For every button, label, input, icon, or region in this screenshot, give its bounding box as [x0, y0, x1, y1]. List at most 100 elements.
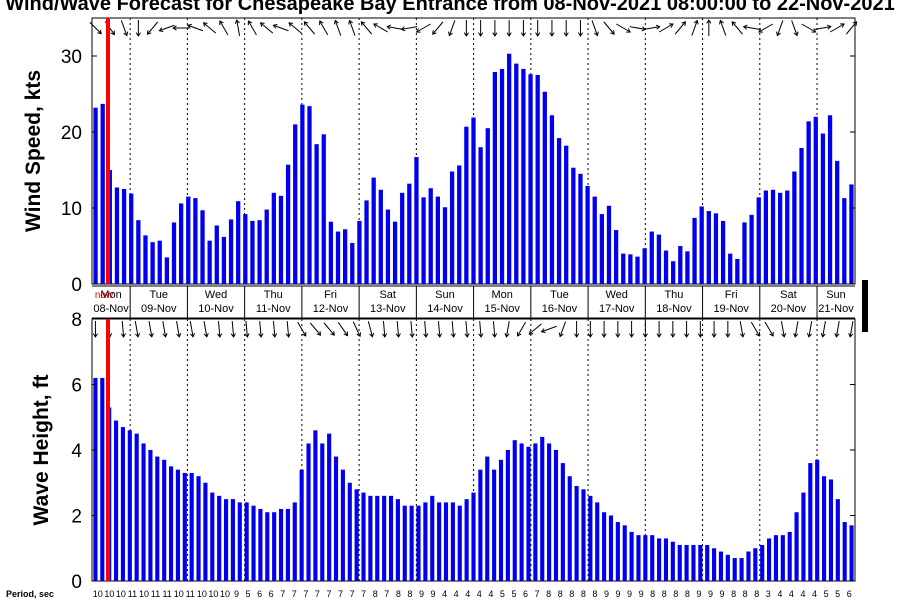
day-date: 09-Nov — [141, 303, 177, 315]
direction-arrowhead — [463, 32, 469, 37]
period-value: 4 — [789, 589, 794, 599]
direction-arrowhead — [820, 332, 826, 338]
bar — [136, 220, 141, 284]
direction-arrowhead — [123, 31, 129, 37]
direction-arrow — [750, 321, 760, 337]
direction-arrow — [361, 21, 373, 35]
day-name: Mon — [492, 289, 513, 301]
bar — [113, 420, 119, 581]
bar — [392, 221, 398, 284]
direction-arrowhead — [120, 333, 126, 338]
bar — [368, 495, 373, 581]
direction-arrowhead — [506, 32, 512, 37]
bar — [150, 242, 155, 284]
day-date: 10-Nov — [198, 303, 234, 315]
bar — [512, 440, 517, 581]
day-name: Fri — [324, 289, 337, 301]
direction-arrowhead — [464, 333, 470, 338]
bar — [378, 189, 383, 284]
direction-arrowhead — [437, 333, 443, 338]
period-value: 8 — [685, 589, 690, 599]
bar — [685, 251, 690, 284]
direction-arrowhead — [834, 332, 840, 338]
direction-arrow — [273, 24, 289, 32]
bar — [437, 502, 442, 581]
period-value: 8 — [592, 589, 597, 599]
period-value: 6 — [269, 589, 274, 599]
bar — [134, 433, 139, 581]
bar — [801, 492, 806, 581]
direction-arrowhead — [491, 333, 498, 338]
bar — [364, 200, 369, 284]
direction-arrow — [162, 321, 167, 337]
bar — [643, 535, 648, 581]
direction-arrow — [424, 320, 427, 338]
direction-arrow — [758, 23, 774, 33]
bar — [636, 535, 641, 581]
bar — [162, 459, 167, 581]
bar — [578, 173, 583, 284]
period-row: Period, sec 10 10 10 11 10 11 11 10 11 10 10 10 9 5 6 6 7… — [6, 589, 852, 599]
direction-arrow — [822, 321, 826, 337]
direction-arrowhead — [187, 23, 192, 29]
period-value: 4 — [442, 589, 447, 599]
bar — [402, 505, 407, 581]
day-date: 08-Nov — [93, 303, 129, 315]
direction-arrowhead — [423, 333, 429, 338]
bar — [292, 502, 297, 581]
period-value: 6 — [847, 589, 852, 599]
direction-arrowhead — [587, 333, 593, 338]
bar — [725, 554, 730, 581]
direction-arrow — [492, 320, 496, 338]
direction-arrow — [89, 21, 102, 35]
bar — [414, 157, 419, 284]
direction-arrowhead — [769, 331, 774, 337]
bar — [564, 145, 569, 284]
day-name: Tue — [550, 289, 569, 301]
direction-arrowhead — [528, 330, 534, 335]
bar — [718, 551, 724, 581]
direction-arrowhead — [148, 332, 154, 338]
direction-arrow — [148, 321, 153, 337]
day-name: Thu — [664, 289, 683, 301]
direction-arrowhead — [593, 31, 599, 37]
direction-arrow — [303, 21, 316, 35]
bar — [514, 63, 519, 284]
period-value: 9 — [604, 589, 609, 599]
direction-arrowhead — [731, 21, 737, 26]
bar — [121, 189, 127, 284]
direction-arrowhead — [395, 333, 401, 338]
period-value: 8 — [731, 589, 736, 599]
bar — [615, 522, 620, 581]
bar — [457, 165, 462, 284]
direction-arrowhead — [725, 333, 731, 338]
direction-arrow — [309, 322, 321, 336]
period-value: 4 — [477, 589, 482, 599]
bar — [471, 117, 476, 284]
bar — [285, 164, 291, 284]
direction-arrow — [337, 322, 348, 336]
bar — [250, 220, 255, 284]
day-date: 20-Nov — [771, 303, 807, 315]
direction-arrowhead — [348, 19, 354, 25]
direction-arrowhead — [693, 19, 699, 25]
day-date: 12-Nov — [313, 303, 349, 315]
bar — [608, 515, 614, 581]
direction-arrow — [189, 321, 194, 337]
direction-arrow — [236, 20, 241, 36]
bar — [606, 205, 612, 284]
period-value: 11 — [151, 589, 160, 599]
day-name: Mon — [100, 289, 121, 301]
bar — [505, 450, 510, 581]
direction-arrow — [203, 321, 208, 337]
y-tick-label: 6 — [71, 376, 82, 397]
bar — [602, 512, 607, 581]
y-tick-label: 8 — [71, 310, 82, 331]
bar — [157, 240, 162, 284]
period-value: 7 — [315, 589, 320, 599]
bar — [526, 446, 531, 581]
direction-arrow — [691, 20, 698, 36]
direction-arrow — [465, 320, 468, 338]
direction-arrowhead — [234, 19, 240, 25]
direction-arrowhead — [386, 24, 392, 30]
